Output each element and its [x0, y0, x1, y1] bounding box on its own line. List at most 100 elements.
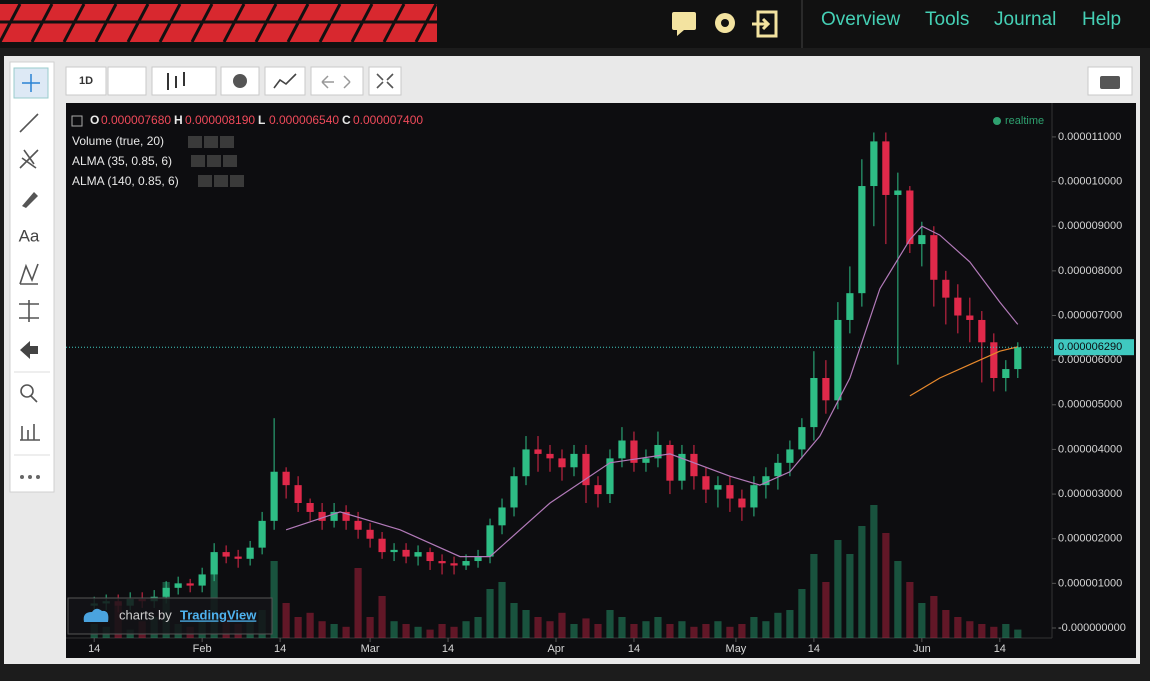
candle-body	[570, 453, 578, 468]
volume-bar	[522, 610, 530, 638]
axes: -0.000000000 0.000001000 0.000002000 0.0000…	[88, 131, 1134, 655]
volume-bar	[990, 626, 998, 638]
candle-body	[306, 503, 314, 512]
candle-body	[1002, 369, 1010, 378]
candle-body	[450, 563, 458, 566]
undo-redo[interactable]	[310, 66, 364, 96]
volume-bar	[846, 554, 854, 638]
candle-body	[738, 498, 746, 508]
trendline-tool[interactable]	[19, 113, 39, 133]
volume-bar	[606, 610, 614, 638]
candle-body	[954, 297, 962, 316]
candle-body	[846, 293, 854, 320]
volume-bar	[366, 617, 374, 638]
nav-link[interactable]: Journal	[994, 9, 1056, 30]
zoom-tool[interactable]	[20, 384, 34, 398]
volume-bar	[966, 621, 974, 638]
y-tick-label: 0.000009000	[1058, 220, 1122, 232]
volume-bar	[882, 533, 890, 638]
volume-bar	[834, 540, 842, 638]
collapse-toggle[interactable]	[71, 115, 83, 127]
volume-bar	[426, 629, 434, 638]
ohlc-value: 0.000008190	[185, 113, 255, 127]
candle-body	[354, 520, 362, 530]
ohlc-value: 0.000007400	[353, 113, 423, 127]
volume-bar	[942, 610, 950, 638]
pattern-tool[interactable]	[19, 263, 39, 285]
logo[interactable]	[0, 3, 438, 43]
candle-body	[630, 440, 638, 463]
back-tool[interactable]	[20, 341, 38, 359]
status-label: realtime	[1005, 115, 1044, 127]
volume-bar	[738, 624, 746, 638]
volume-bar	[930, 596, 938, 638]
measure-tool[interactable]	[19, 300, 39, 322]
last-price-label: 0.000006290	[1058, 341, 1122, 353]
candle-body	[942, 279, 950, 298]
text-tool[interactable]: Aa	[19, 226, 40, 245]
candle-body	[654, 444, 662, 459]
y-tick-label: -0.000000000	[1058, 622, 1126, 634]
volume-bar	[774, 612, 782, 638]
indicators-button[interactable]	[264, 66, 306, 96]
indicator-label[interactable]: Volume (true, 20)	[72, 134, 164, 148]
volume-bar	[486, 589, 494, 638]
candle-body	[918, 235, 926, 245]
y-tick-label: 0.000001000	[1058, 577, 1122, 589]
left-tools: Aa	[13, 67, 50, 479]
candle-body	[186, 583, 194, 586]
x-tick-label: 14	[274, 643, 286, 655]
candle-body	[726, 485, 734, 499]
settings-icon[interactable]	[715, 13, 735, 33]
candle-body	[870, 141, 878, 187]
candle-body	[714, 485, 722, 490]
volume-bar	[630, 624, 638, 638]
volume-bar	[282, 603, 290, 638]
brush-tool[interactable]	[22, 192, 38, 208]
candle-body	[750, 485, 758, 508]
chat-icon[interactable]	[672, 12, 696, 36]
x-tick-label: 14	[88, 643, 100, 655]
volume-bar	[330, 624, 338, 638]
volume-bar	[402, 624, 410, 638]
plot-area	[66, 132, 1052, 638]
fib-tool[interactable]	[19, 149, 39, 169]
interval-button[interactable]	[65, 66, 107, 96]
indicator-label[interactable]: ALMA (35, 0.85, 6)	[72, 154, 172, 168]
candle-body	[894, 190, 902, 195]
volume-bar	[354, 568, 362, 638]
indicator-label[interactable]: ALMA (140, 0.85, 6)	[72, 174, 179, 188]
volume-bar	[726, 626, 734, 638]
more-tools[interactable]	[20, 475, 40, 479]
indicator-line	[909, 346, 1018, 397]
x-tick-label: 14	[808, 643, 820, 655]
logout-icon[interactable]	[752, 10, 778, 38]
indicator-controls[interactable]	[188, 136, 244, 187]
candle-body	[198, 574, 206, 586]
ohlc-legend: O 0.000007680 H 0.000008190 L 0.000006540 C 0.0…	[90, 113, 423, 127]
candle-body	[402, 549, 410, 557]
nav-link[interactable]: Tools	[925, 9, 969, 30]
interval-menu[interactable]	[107, 66, 147, 96]
y-tick-label: 0.000004000	[1058, 443, 1122, 455]
candle-body	[330, 511, 338, 521]
candle-body	[762, 476, 770, 486]
watermark-brand[interactable]: TradingView	[180, 607, 257, 622]
nav-link[interactable]: Overview	[821, 9, 900, 30]
x-tick-label: 14	[442, 643, 454, 655]
nav-link[interactable]: Help	[1082, 9, 1121, 30]
watermark-prefix: charts by	[119, 607, 172, 622]
ruler-tool[interactable]	[20, 424, 40, 441]
candle-body	[906, 190, 914, 245]
undo-glyph	[321, 75, 351, 89]
volume-bar	[714, 621, 722, 638]
candle-body	[522, 449, 530, 477]
candle-body	[834, 319, 842, 401]
fullscreen-glyph	[376, 73, 394, 89]
candle-body	[678, 453, 686, 481]
candle-body	[810, 378, 818, 428]
volume-bar	[390, 621, 398, 638]
fullscreen-button[interactable]	[368, 66, 402, 96]
candle-body	[282, 471, 290, 486]
x-tick-label: May	[726, 643, 747, 655]
